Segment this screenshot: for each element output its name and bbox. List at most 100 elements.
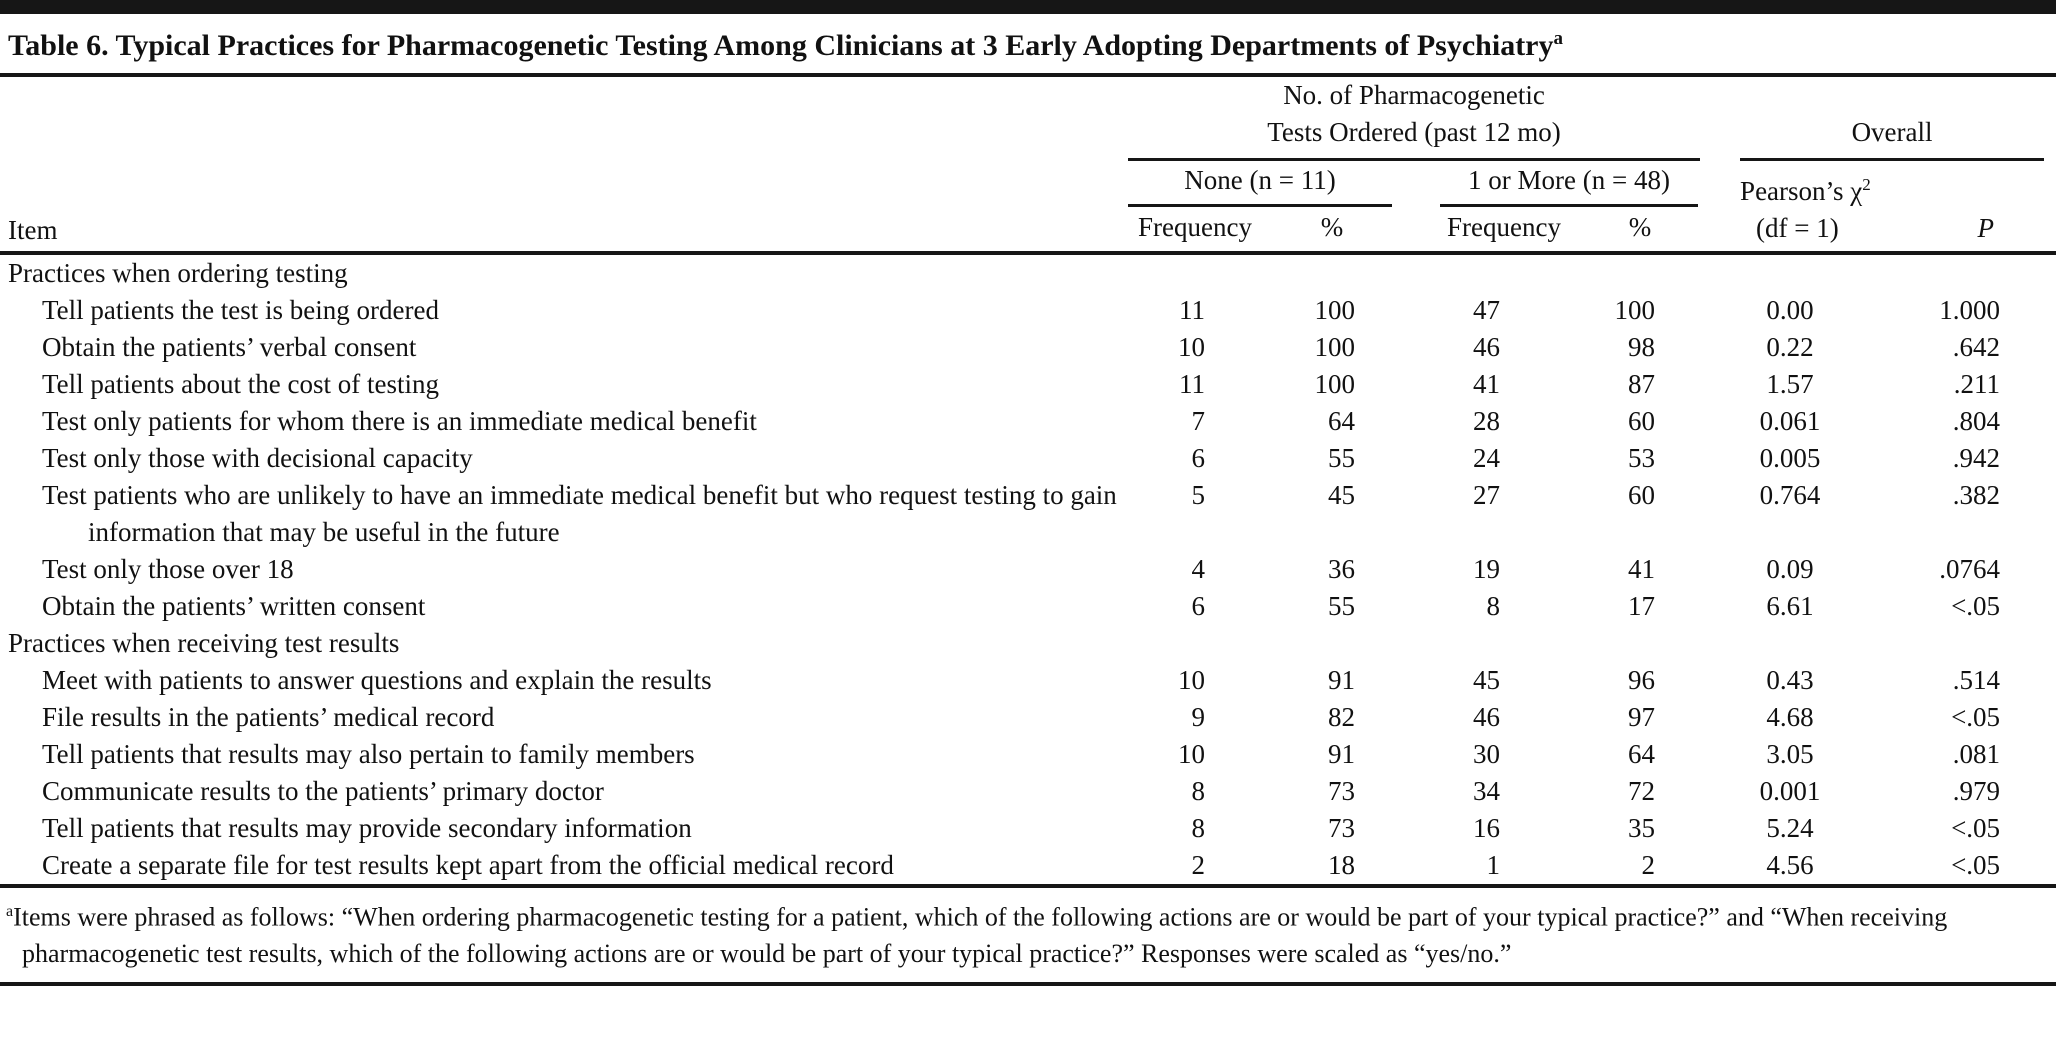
p-value-cell: <.05 — [1951, 591, 2001, 621]
chi-square-cell: 0.061 — [1759, 406, 1821, 436]
freq-none-cell: 10 — [1178, 739, 1205, 769]
freq-more-cell: 47 — [1473, 295, 1500, 325]
freq-none-cell: 8 — [1191, 813, 1206, 843]
pct-none-cell: 73 — [1328, 776, 1355, 806]
item-cell: Tell patients that results may also pert… — [42, 739, 695, 769]
freq-more-cell: 16 — [1473, 813, 1500, 843]
p-value-cell: .979 — [1952, 776, 2001, 806]
table-row: File results in the patients’ medical re… — [0, 699, 2056, 736]
pct-none-cell: 91 — [1328, 739, 1355, 769]
column-group-one-or-more: 1 or More (n = 48) — [1392, 161, 1700, 207]
chi-square-cell: 5.24 — [1766, 813, 1814, 843]
column-group-overall: Overall — [1700, 77, 2056, 161]
item-cell: Tell patients about the cost of testing — [42, 369, 440, 399]
pct-more-cell: 41 — [1628, 554, 1656, 584]
chi-square-label: Pearson’s χ — [1740, 176, 1863, 206]
freq-none-cell: 10 — [1178, 332, 1205, 362]
freq-more-cell: 30 — [1473, 739, 1500, 769]
freq-none-cell: 11 — [1179, 369, 1205, 399]
footnote-text: Items were phrased as follows: “When ord… — [13, 902, 1948, 968]
p-value-cell: .0764 — [1939, 554, 2001, 584]
column-header-frequency-none: Frequency — [1118, 207, 1272, 255]
freq-none-cell: 8 — [1191, 776, 1206, 806]
pct-none-cell: 73 — [1328, 813, 1355, 843]
chi-square-cell: 3.05 — [1766, 739, 1814, 769]
pct-more-cell: 72 — [1628, 776, 1656, 806]
column-header-percent-none: % — [1272, 207, 1392, 255]
table-footnote: aItems were phrased as follows: “When or… — [0, 888, 2056, 986]
item-cell: Communicate results to the patients’ pri… — [42, 776, 604, 806]
item-cell: Obtain the patients’ written consent — [42, 591, 426, 621]
p-value-cell: .514 — [1952, 665, 2001, 695]
item-cell: Test only those with decisional capacity — [42, 443, 473, 473]
freq-none-cell: 9 — [1191, 702, 1206, 732]
table-row: Obtain the patients’ verbal consent 10 1… — [0, 329, 2056, 366]
pct-more-cell: 53 — [1628, 443, 1656, 473]
title-footnote-marker: a — [1553, 28, 1564, 49]
item-cell: Create a separate file for test results … — [42, 850, 894, 880]
table-row: Create a separate file for test results … — [0, 847, 2056, 886]
pct-more-cell: 35 — [1628, 813, 1656, 843]
section-header-row: Practices when receiving test results — [0, 625, 2056, 662]
column-header-percent-one-or-more: % — [1580, 207, 1701, 255]
pct-none-cell: 18 — [1328, 850, 1355, 880]
item-cell: Obtain the patients’ verbal consent — [42, 332, 417, 362]
section-header-row: Practices when ordering testing — [0, 253, 2056, 292]
freq-none-cell: 6 — [1191, 443, 1206, 473]
item-cell: Tell patients that results may provide s… — [42, 813, 692, 843]
chi-square-cell: 0.001 — [1759, 776, 1821, 806]
table-header: Item No. of Pharmacogenetic Tests Ordere… — [0, 77, 2056, 255]
table-row: Tell patients the test is being ordered … — [0, 292, 2056, 329]
chi-square-exponent: 2 — [1862, 175, 1871, 194]
table-row: Obtain the patients’ written consent 6 5… — [0, 588, 2056, 625]
group-one-or-more-label: 1 or More (n = 48) — [1440, 161, 1699, 207]
p-value-cell: .211 — [1953, 369, 2001, 399]
pct-more-cell: 17 — [1628, 591, 1656, 621]
chi-square-cell: 1.57 — [1766, 369, 1814, 399]
header-measure-row: Frequency % Frequency % — [0, 207, 2056, 255]
chi-square-cell: 0.22 — [1766, 332, 1814, 362]
header-spanner-row: Item No. of Pharmacogenetic Tests Ordere… — [0, 77, 2056, 255]
pct-more-cell: 60 — [1628, 480, 1656, 510]
pct-more-cell: 96 — [1628, 665, 1656, 695]
p-value-cell: .642 — [1952, 332, 2001, 362]
freq-more-cell: 34 — [1473, 776, 1500, 806]
table-row: Tell patients that results may also pert… — [0, 736, 2056, 773]
chi-square-cell: 0.09 — [1766, 554, 1814, 584]
p-value-cell: <.05 — [1951, 850, 2001, 880]
chi-square-cell: 4.68 — [1766, 702, 1814, 732]
section-label: Practices when receiving test results — [8, 628, 400, 658]
freq-more-cell: 19 — [1473, 554, 1500, 584]
pct-none-cell: 100 — [1314, 295, 1356, 325]
p-value-cell: .942 — [1952, 443, 2001, 473]
pct-more-cell: 97 — [1628, 702, 1656, 732]
p-value-cell: .382 — [1952, 480, 2001, 510]
freq-more-cell: 1 — [1486, 850, 1501, 880]
table-row: Test patients who are unlikely to have a… — [0, 477, 2056, 551]
p-value-cell: <.05 — [1951, 702, 2001, 732]
p-value-cell: .804 — [1952, 406, 2001, 436]
column-group-tests-ordered: No. of Pharmacogenetic Tests Ordered (pa… — [1118, 77, 1701, 161]
table-row: Tell patients that results may provide s… — [0, 810, 2056, 847]
spanner-line-2: Tests Ordered (past 12 mo) — [1267, 117, 1561, 147]
freq-none-cell: 4 — [1191, 554, 1206, 584]
overall-spanner: Overall — [1740, 114, 2045, 161]
item-cell: Test only those over 18 — [42, 554, 294, 584]
pct-none-cell: 100 — [1314, 369, 1356, 399]
pct-more-cell: 87 — [1628, 369, 1656, 399]
chi-square-cell: 0.43 — [1766, 665, 1814, 695]
section-label: Practices when ordering testing — [8, 258, 348, 288]
pct-none-cell: 55 — [1328, 443, 1355, 473]
pct-none-cell: 45 — [1328, 480, 1355, 510]
freq-none-cell: 5 — [1191, 480, 1206, 510]
item-cell: Meet with patients to answer questions a… — [42, 665, 712, 695]
table-row: Test only those over 18 4 36 19 41 0.09 … — [0, 551, 2056, 588]
pct-none-cell: 55 — [1328, 591, 1355, 621]
pct-none-cell: 64 — [1328, 406, 1355, 436]
pct-more-cell: 98 — [1628, 332, 1656, 362]
column-header-chi-square: Pearson’s χ2 (df = 1) — [1700, 161, 1911, 255]
pct-more-cell: 100 — [1614, 295, 1656, 325]
freq-none-cell: 11 — [1179, 295, 1205, 325]
data-table: Item No. of Pharmacogenetic Tests Ordere… — [0, 77, 2056, 888]
item-cell: File results in the patients’ medical re… — [42, 702, 495, 732]
